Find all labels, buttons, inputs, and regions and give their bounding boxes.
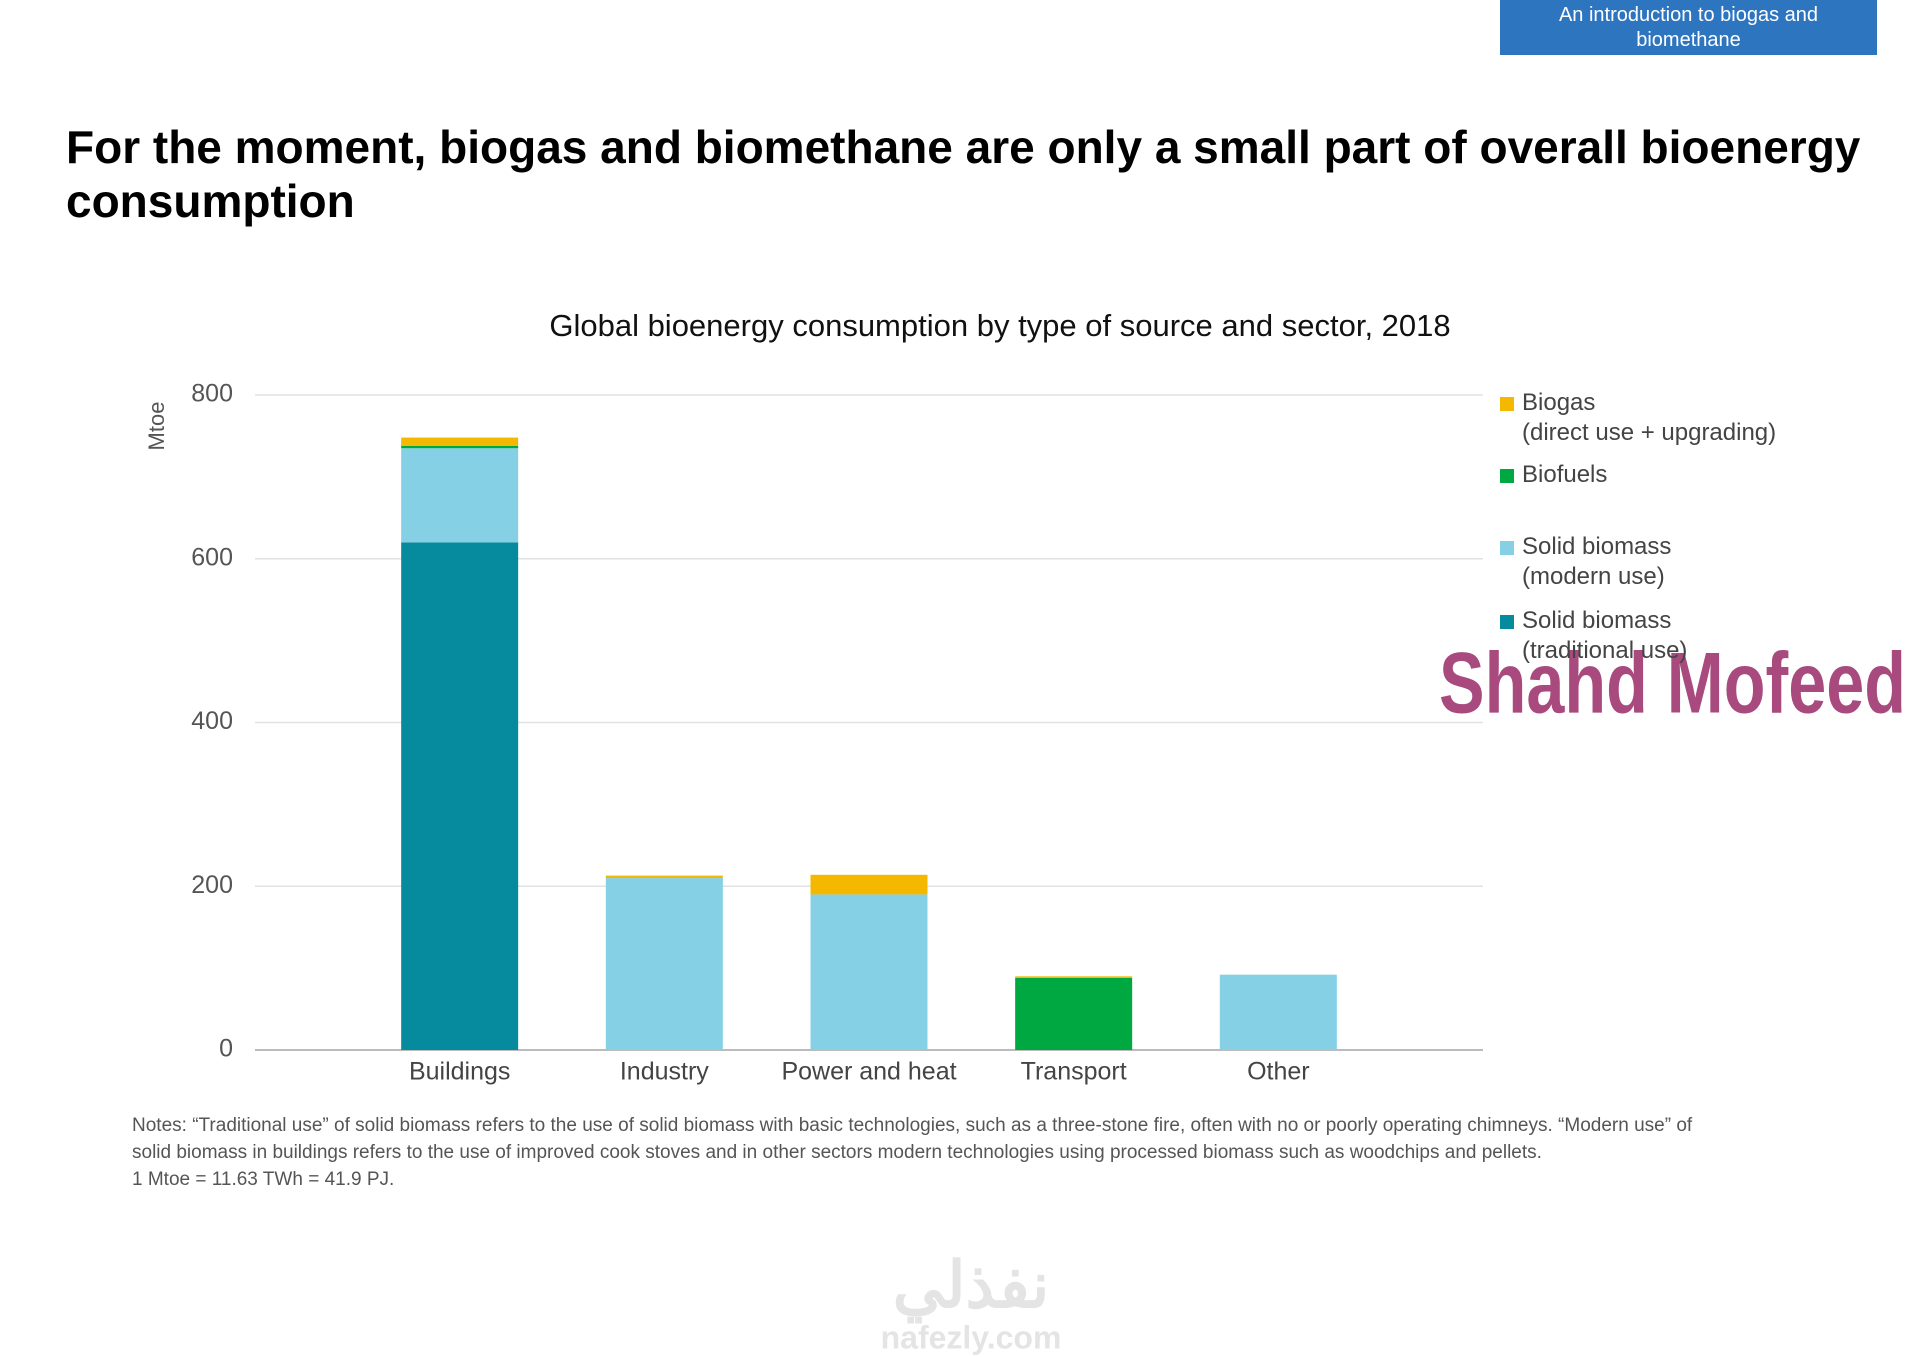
x-tick-label: Industry (620, 1058, 709, 1086)
x-tick-label: Other (1247, 1058, 1310, 1086)
watermark: Shahd Mofeed (1439, 636, 1906, 732)
bar-segment (605, 875, 723, 879)
bar-segment (401, 542, 519, 1050)
bar-segment (1219, 974, 1337, 1050)
bar-segment (401, 437, 519, 446)
watermark: نفذلي (893, 1249, 1050, 1324)
legend-label: Biofuels (1522, 461, 1608, 488)
legend-item: Biofuels (1500, 460, 1776, 490)
chart-title: Global bioenergy consumption by type of … (549, 308, 1450, 343)
y-tick-label: 600 (191, 543, 233, 571)
bar-segment (810, 894, 928, 1050)
y-axis-label: Mtoe (144, 402, 169, 451)
legend: Biogas (direct use + upgrading) Biofuels S… (1500, 388, 1776, 680)
bar-segment (1015, 976, 1133, 978)
legend-label: Solid biomass (modern use) (1522, 533, 1672, 590)
legend-swatch (1500, 469, 1514, 483)
note: 1 Mtoe = 11.63 TWh = 41.9 PJ. (132, 1169, 395, 1190)
x-tick-label: Buildings (409, 1058, 510, 1086)
legend-item: Biogas (direct use + upgrading) (1500, 388, 1776, 448)
legend-item: Solid biomass (modern use) (1500, 532, 1776, 592)
legend-swatch (1500, 541, 1514, 555)
bar-segment (401, 445, 519, 449)
header-badge: An introduction to biogas and biomethane (1500, 0, 1877, 55)
bar-segment (810, 874, 928, 895)
x-tick-label: Transport (1021, 1058, 1127, 1086)
x-tick-label: Power and heat (781, 1058, 956, 1086)
y-tick-label: 400 (191, 707, 233, 735)
y-tick-label: 800 (191, 380, 233, 408)
watermark: nafezly.com (881, 1319, 1062, 1355)
legend-item: Solid biomass (traditional use) (1500, 606, 1776, 666)
legend-label: Solid biomass (traditional use) (1522, 607, 1688, 664)
notes: Notes: “Traditional use” of solid biomas… (132, 1112, 1732, 1193)
bar-segment (1015, 977, 1133, 1050)
bar-segment (605, 878, 723, 1050)
legend-swatch (1500, 397, 1514, 411)
y-tick-label: 0 (219, 1035, 233, 1063)
note: Notes: “Traditional use” of solid biomas… (132, 1115, 1693, 1163)
legend-label: Biogas (direct use + upgrading) (1522, 389, 1777, 446)
y-tick-label: 200 (191, 871, 233, 899)
legend-swatch (1500, 615, 1514, 629)
bar-segment (401, 448, 519, 543)
page-title: For the moment, biogas and biomethane ar… (66, 121, 1861, 227)
